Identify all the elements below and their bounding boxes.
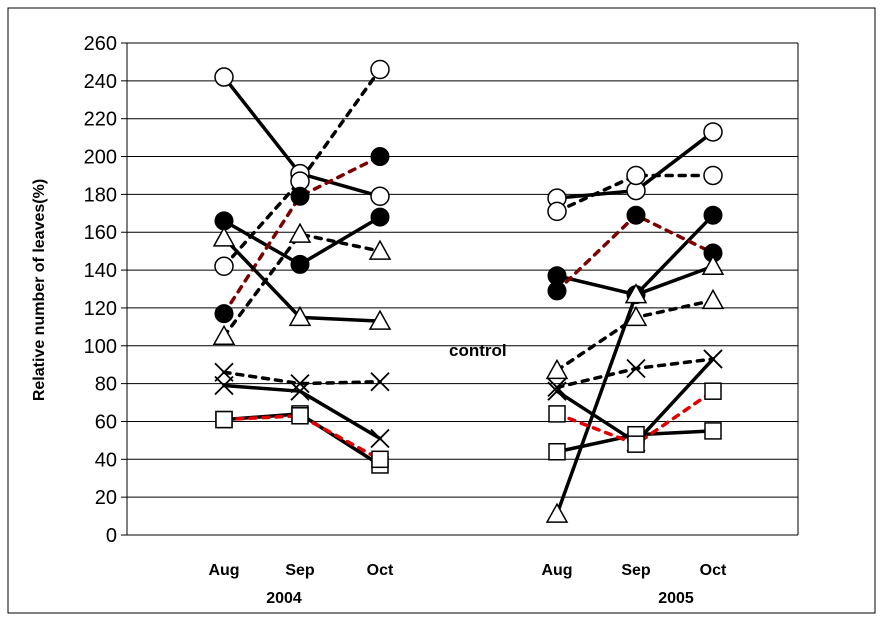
- data-point-cross: [547, 381, 567, 401]
- data-point-open-circle: [626, 165, 646, 186]
- data-point-triangle: [368, 309, 392, 330]
- x-tick-label: Sep: [621, 562, 651, 579]
- chart-frame: [7, 7, 876, 614]
- control-annotation: control: [449, 341, 507, 360]
- y-tick-label: 120: [84, 298, 117, 320]
- data-point-cross: [290, 381, 310, 401]
- x-tick-label: Aug: [208, 562, 239, 579]
- data-point-cross: [214, 362, 234, 382]
- data-point-triangle: [288, 305, 312, 327]
- data-point-cross: [626, 358, 646, 379]
- y-tick-label: 220: [84, 109, 117, 131]
- gridlines: [121, 42, 798, 536]
- data-point-open-circle: [370, 59, 390, 80]
- x-tick-label: Sep: [285, 562, 315, 579]
- axes: [126, 43, 799, 536]
- y-tick-labels: 0 20 40 60 80 100 120 140 160 180 200 220 240 260: [84, 33, 117, 547]
- y-tick-label: 100: [84, 336, 117, 358]
- y-axis-label: Relative number of leaves(%): [31, 179, 48, 401]
- data-point-square: [548, 442, 566, 461]
- series-line-2004-square-dotted: [222, 414, 382, 462]
- data-point-square: [704, 382, 722, 400]
- data-point-triangle: [212, 324, 236, 346]
- data-point-open-circle: [547, 201, 567, 222]
- data-point-triangle: [701, 254, 725, 276]
- data-point-cross: [370, 372, 390, 392]
- y-tick-label: 60: [95, 411, 117, 433]
- data-point-cross: [290, 373, 310, 394]
- data-point-open-circle: [703, 122, 723, 142]
- data-point-triangle: [701, 288, 725, 310]
- x-tick-label: Oct: [700, 562, 727, 579]
- data-point-filled-circle: [290, 186, 310, 206]
- data-point-square: [291, 407, 309, 425]
- data-point-filled-circle: [214, 304, 234, 324]
- data-point-filled-circle: [626, 205, 646, 225]
- data-point-open-circle: [214, 67, 234, 87]
- data-point-square: [215, 410, 233, 429]
- data-point-triangle: [212, 226, 236, 247]
- y-tick-label: 0: [106, 525, 117, 547]
- y-tick-label: 80: [95, 374, 117, 396]
- data-point-filled-circle: [290, 254, 310, 274]
- data-point-triangle: [545, 358, 569, 380]
- data-point-cross: [703, 349, 723, 369]
- series-line-2004-triangle-dotted: [222, 232, 382, 339]
- year-label: 2005: [658, 590, 694, 607]
- data-point-square: [627, 435, 645, 453]
- data-point-cross: [370, 428, 390, 449]
- year-label: 2004: [266, 590, 302, 607]
- y-tick-label: 180: [84, 184, 117, 206]
- series-markers: [212, 59, 725, 523]
- data-point-filled-circle: [547, 281, 567, 301]
- data-point-triangle: [288, 222, 312, 243]
- data-point-square: [704, 422, 722, 440]
- x-category-labels: Aug Sep Oct 2004 Aug Sep Oct 2005: [208, 562, 727, 607]
- data-point-open-circle: [703, 165, 723, 186]
- data-point-triangle: [545, 502, 569, 523]
- data-point-triangle: [624, 283, 648, 304]
- data-point-triangle: [368, 239, 392, 260]
- y-tick-label: 260: [84, 33, 117, 55]
- series-line-2004-filled-circle-dotted: [222, 154, 382, 316]
- y-tick-label: 160: [84, 222, 117, 244]
- data-point-cross: [547, 377, 567, 398]
- y-tick-label: 240: [84, 71, 117, 93]
- series-line-2005-open-circle-dotted: [555, 173, 715, 214]
- x-tick-label: Aug: [541, 562, 572, 579]
- x-tick-label: Oct: [367, 562, 394, 579]
- data-point-open-circle: [370, 186, 390, 207]
- data-point-open-circle: [214, 256, 234, 277]
- data-point-filled-circle: [703, 205, 723, 225]
- y-tick-label: 20: [95, 487, 117, 509]
- data-point-square: [371, 450, 389, 469]
- data-point-filled-circle: [370, 207, 390, 227]
- data-point-filled-circle: [370, 147, 390, 167]
- y-tick-label: 200: [84, 147, 117, 169]
- y-tick-label: 40: [95, 449, 117, 471]
- series-line-2004-open-circle-dotted: [222, 67, 382, 269]
- y-tick-label: 140: [84, 260, 117, 282]
- data-point-triangle: [624, 305, 648, 327]
- data-point-square: [548, 405, 566, 423]
